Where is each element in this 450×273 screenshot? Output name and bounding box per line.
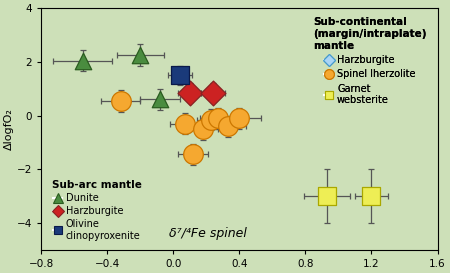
- Point: [208, 117, 215, 122]
- Point: [323, 194, 330, 198]
- Point: [117, 99, 124, 103]
- Point: [236, 116, 243, 120]
- Point: [157, 97, 164, 102]
- Legend: Harzburgite, Spinel lherzolite, Garnet
websterite: Harzburgite, Spinel lherzolite, Garnet w…: [311, 16, 429, 107]
- Point: [186, 91, 194, 95]
- Point: [368, 194, 375, 198]
- Point: [199, 127, 207, 131]
- Point: [209, 91, 216, 95]
- Point: [176, 73, 184, 78]
- Point: [189, 152, 197, 157]
- Y-axis label: ΔlogfO₂: ΔlogfO₂: [4, 108, 14, 150]
- Text: δ⁷/⁴Fe spinel: δ⁷/⁴Fe spinel: [169, 227, 247, 240]
- Point: [79, 58, 86, 63]
- Point: [137, 53, 144, 57]
- Point: [214, 116, 221, 120]
- Point: [181, 121, 189, 126]
- Point: [224, 124, 231, 129]
